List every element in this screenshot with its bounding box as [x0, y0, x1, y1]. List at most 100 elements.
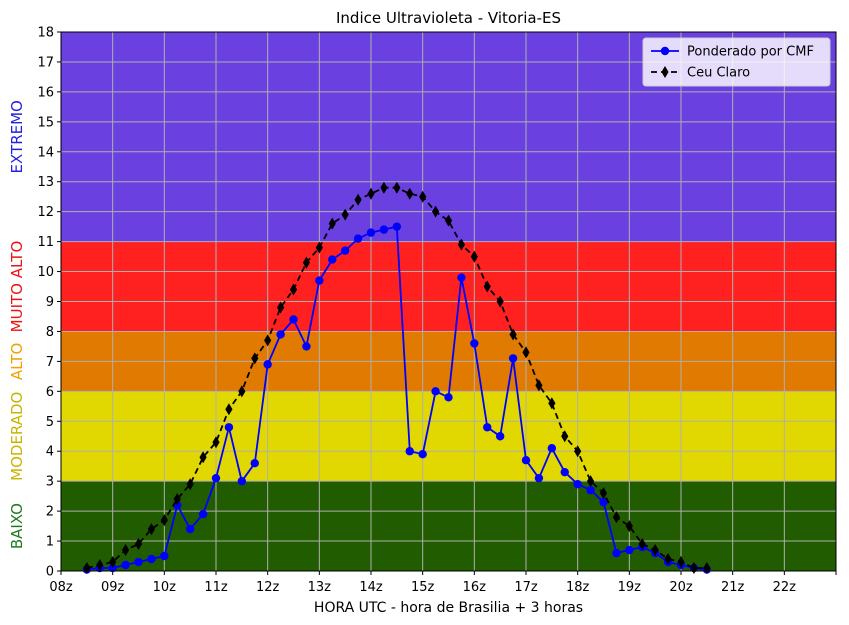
data-point [586, 475, 595, 488]
x-tick-label: 17z [514, 580, 538, 595]
y-tick-label: 7 [46, 355, 54, 370]
data-point [302, 342, 311, 351]
data-point [264, 334, 272, 347]
data-point [134, 538, 143, 551]
x-tick-label: 20z [669, 580, 693, 595]
data-point [121, 560, 130, 570]
data-point [199, 451, 207, 464]
legend: Ponderado por CMF Ceu Claro [642, 37, 831, 87]
data-point [561, 430, 569, 443]
y-tick-label: 14 [37, 145, 54, 160]
data-point [147, 554, 156, 564]
data-point [340, 246, 350, 255]
band-muito-alto [61, 241, 836, 332]
data-point [212, 436, 220, 449]
y-tick-label: 6 [46, 385, 54, 400]
data-point [380, 181, 388, 194]
data-point [160, 551, 169, 561]
y-tick-label: 15 [37, 115, 54, 130]
x-axis-label: HORA UTC - hora de Brasilia + 3 horas [314, 600, 583, 616]
data-point [431, 387, 440, 396]
data-point [625, 520, 633, 533]
data-point [134, 557, 143, 567]
x-tick-label: 09z [101, 580, 125, 595]
y-tick-label: 0 [46, 565, 54, 580]
y-tick-label: 9 [46, 295, 54, 310]
y-tick-label: 4 [46, 445, 54, 460]
y-tick-label: 13 [37, 175, 54, 190]
data-point [121, 544, 130, 557]
data-point [574, 445, 582, 458]
data-point [496, 295, 504, 308]
data-point [393, 181, 401, 194]
y-tick-label: 17 [37, 55, 54, 70]
data-point [457, 238, 466, 251]
data-point [263, 360, 272, 369]
data-point [147, 523, 156, 536]
data-point [483, 423, 492, 432]
y-tick-label: 5 [46, 415, 54, 430]
data-point [431, 205, 440, 218]
data-point [96, 559, 104, 572]
data-point [548, 397, 556, 410]
x-tick-label: 11z [204, 580, 228, 595]
data-point [405, 447, 414, 456]
data-point [651, 544, 659, 557]
data-point [198, 509, 208, 519]
y-tick-label: 3 [46, 475, 54, 490]
data-point [419, 190, 427, 203]
data-point [250, 459, 259, 468]
data-point [560, 467, 569, 477]
data-point [224, 423, 234, 432]
data-point [521, 456, 531, 465]
data-point [495, 432, 505, 441]
chart-title: Indice Ultravioleta - Vitoria-ES [336, 9, 561, 27]
data-point [315, 276, 324, 285]
data-point [238, 385, 246, 398]
legend-marker [661, 66, 669, 78]
data-point [276, 301, 285, 314]
category-label: MUITO ALTO [8, 241, 26, 333]
data-point [457, 273, 466, 282]
data-point [612, 511, 621, 524]
data-point [353, 234, 363, 243]
data-point [444, 214, 453, 227]
data-point [173, 493, 181, 506]
x-tick-label: 13z [308, 580, 332, 595]
data-point [470, 250, 478, 263]
y-tick-label: 16 [37, 85, 54, 100]
data-point [328, 255, 337, 264]
data-point [276, 330, 285, 339]
data-point [599, 497, 608, 507]
x-tick-label: 22z [773, 580, 797, 595]
data-point [573, 479, 582, 489]
data-point [354, 193, 362, 206]
data-point [483, 280, 491, 293]
category-label: BAIXO [8, 503, 26, 549]
data-point [470, 339, 479, 348]
data-point [185, 524, 195, 534]
x-tick-label: 10z [153, 580, 177, 595]
data-point [586, 485, 595, 495]
x-tick-label: 18z [566, 580, 590, 595]
y-tick-label: 8 [46, 325, 54, 340]
series-layer [82, 181, 712, 575]
x-tick-label: 15z [411, 580, 435, 595]
data-point [367, 187, 375, 200]
data-point [366, 228, 376, 237]
y-tick-label: 2 [46, 505, 54, 520]
data-point [392, 222, 402, 231]
legend-label: Ponderado por CMF [687, 45, 814, 60]
y-tick-label: 1 [46, 535, 54, 550]
data-point [315, 241, 323, 254]
band-moderado [61, 391, 836, 482]
data-point [406, 187, 414, 200]
category-label: MODERADO [8, 392, 26, 481]
grid-lines [60, 31, 837, 572]
data-point [237, 476, 247, 486]
data-point [225, 403, 233, 416]
data-point [302, 256, 311, 269]
x-tick-label: 16z [463, 580, 487, 595]
data-point [379, 225, 389, 234]
